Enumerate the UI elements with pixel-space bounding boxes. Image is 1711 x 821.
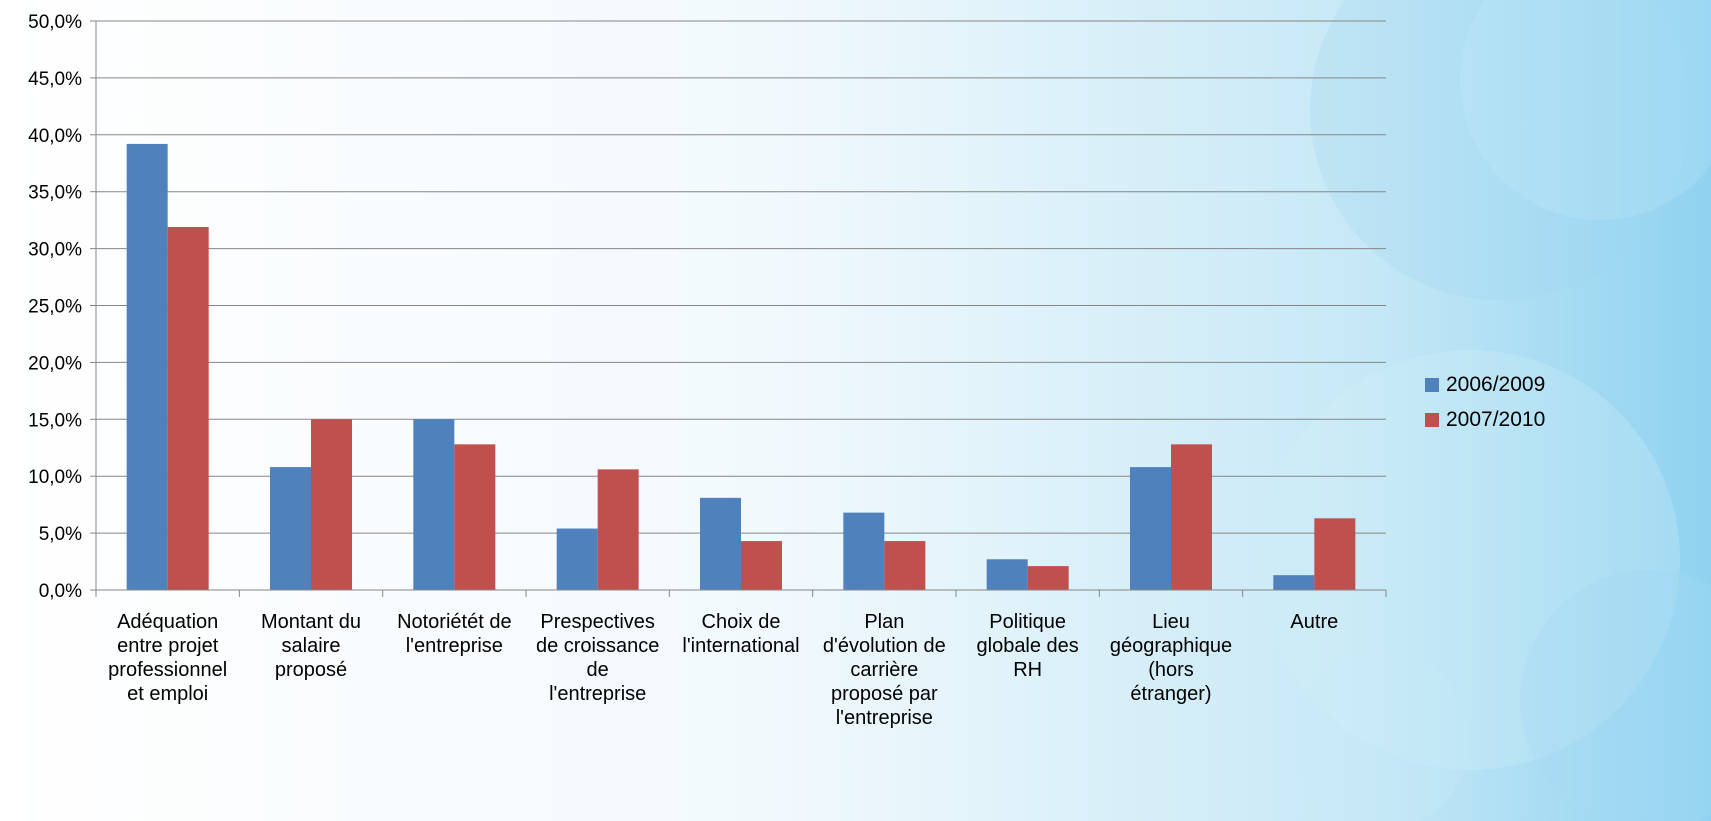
x-category-label: Plan d'évolution de carrière proposé par l'e… <box>823 611 946 729</box>
background-decoration <box>1260 0 1711 821</box>
x-category-label: Choix de l'international <box>682 611 799 657</box>
x-category-label: Notoriétét de l'entreprise <box>397 611 512 657</box>
bar <box>986 559 1028 590</box>
x-category-label-line: et emploi <box>127 683 208 705</box>
y-axis-ticks: 0,0% 5,0% 10,0% 15,0% 20,0% 25,0% 30,0% 35,0% 40… <box>28 12 96 602</box>
x-category-label-line: Autre <box>1290 611 1338 633</box>
x-category-label-line: proposé <box>275 659 347 681</box>
x-category-label-line: entre projet <box>117 635 219 657</box>
bar <box>454 444 496 590</box>
y-tick-label: 20,0% <box>28 353 82 374</box>
bar <box>1314 518 1356 590</box>
bar <box>597 469 639 590</box>
x-category-label-line: de <box>587 659 609 681</box>
bar <box>126 143 168 591</box>
x-category-label-line: l'entreprise <box>836 707 933 729</box>
bar <box>843 512 885 590</box>
x-category-label-line: Prespectives <box>540 611 655 633</box>
x-category-label: Autre <box>1290 611 1338 633</box>
x-category-label-line: Plan <box>864 611 904 633</box>
x-category-label-line: professionnel <box>108 659 227 681</box>
x-category-label: Adéquation entre projet professionnel et em… <box>108 611 227 705</box>
y-tick-label: 35,0% <box>28 183 82 204</box>
y-tick-label: 50,0% <box>28 12 82 33</box>
bar <box>413 419 455 590</box>
x-axis-labels: Adéquation entre projet professionnel et em… <box>108 611 1338 729</box>
y-tick-label: 45,0% <box>28 69 82 90</box>
x-category-label-line: globale des <box>977 635 1079 657</box>
bar <box>556 528 598 590</box>
y-tick-label: 15,0% <box>28 410 82 431</box>
bar <box>741 541 782 590</box>
legend-swatch <box>1425 413 1439 427</box>
x-category-label-line: salaire <box>282 635 341 657</box>
legend-label: 2006/2009 <box>1446 373 1545 396</box>
x-category-label-line: l'entreprise <box>549 683 646 705</box>
bar <box>884 541 926 590</box>
x-category-label-line: géographique <box>1110 635 1232 657</box>
legend: 2006/2009 2007/2010 <box>1425 373 1545 431</box>
legend-swatch <box>1425 378 1439 392</box>
y-tick-label: 0,0% <box>39 581 82 602</box>
x-category-label-line: l'international <box>682 635 799 657</box>
y-tick-label: 25,0% <box>28 297 82 318</box>
x-category-label-line: (hors <box>1148 659 1194 681</box>
x-category-label-line: l'entreprise <box>406 635 503 657</box>
x-category-label: Politique globale des RH <box>977 611 1079 681</box>
bar <box>270 467 311 590</box>
x-category-label-line: carrière <box>850 659 918 681</box>
x-category-label-line: étranger) <box>1130 683 1211 705</box>
y-tick-label: 5,0% <box>39 524 82 545</box>
axes <box>95 21 1387 597</box>
x-category-label-line: Lieu <box>1152 611 1190 633</box>
bar <box>1273 575 1315 590</box>
y-tick-label: 40,0% <box>28 126 82 147</box>
x-category-label-line: Montant du <box>261 611 361 633</box>
x-category-label-line: Notoriétét de <box>397 611 512 633</box>
x-category-label-line: proposé par <box>831 683 938 705</box>
y-tick-label: 10,0% <box>28 467 82 488</box>
x-category-label-line: de croissance <box>536 635 659 657</box>
bar <box>1171 444 1212 590</box>
bar <box>700 497 741 590</box>
y-tick-label: 30,0% <box>28 240 82 261</box>
bar <box>1027 566 1069 590</box>
legend-label: 2007/2010 <box>1446 408 1545 431</box>
x-category-label-line: RH <box>1013 659 1042 681</box>
x-category-label-line: Choix de <box>702 611 781 633</box>
x-category-label-line: Politique <box>989 611 1066 633</box>
bars <box>126 143 1356 591</box>
x-category-label-line: Adéquation <box>117 611 218 633</box>
x-category-label: Montant du salaire proposé <box>261 611 361 681</box>
bar <box>311 419 352 590</box>
x-category-label: Lieu géographique (hors étranger) <box>1110 611 1232 705</box>
bar <box>167 226 209 590</box>
bar <box>1130 467 1171 590</box>
x-category-label: Prespectives de croissance de l'entreprise <box>536 611 659 705</box>
x-category-label-line: d'évolution de <box>823 635 946 657</box>
